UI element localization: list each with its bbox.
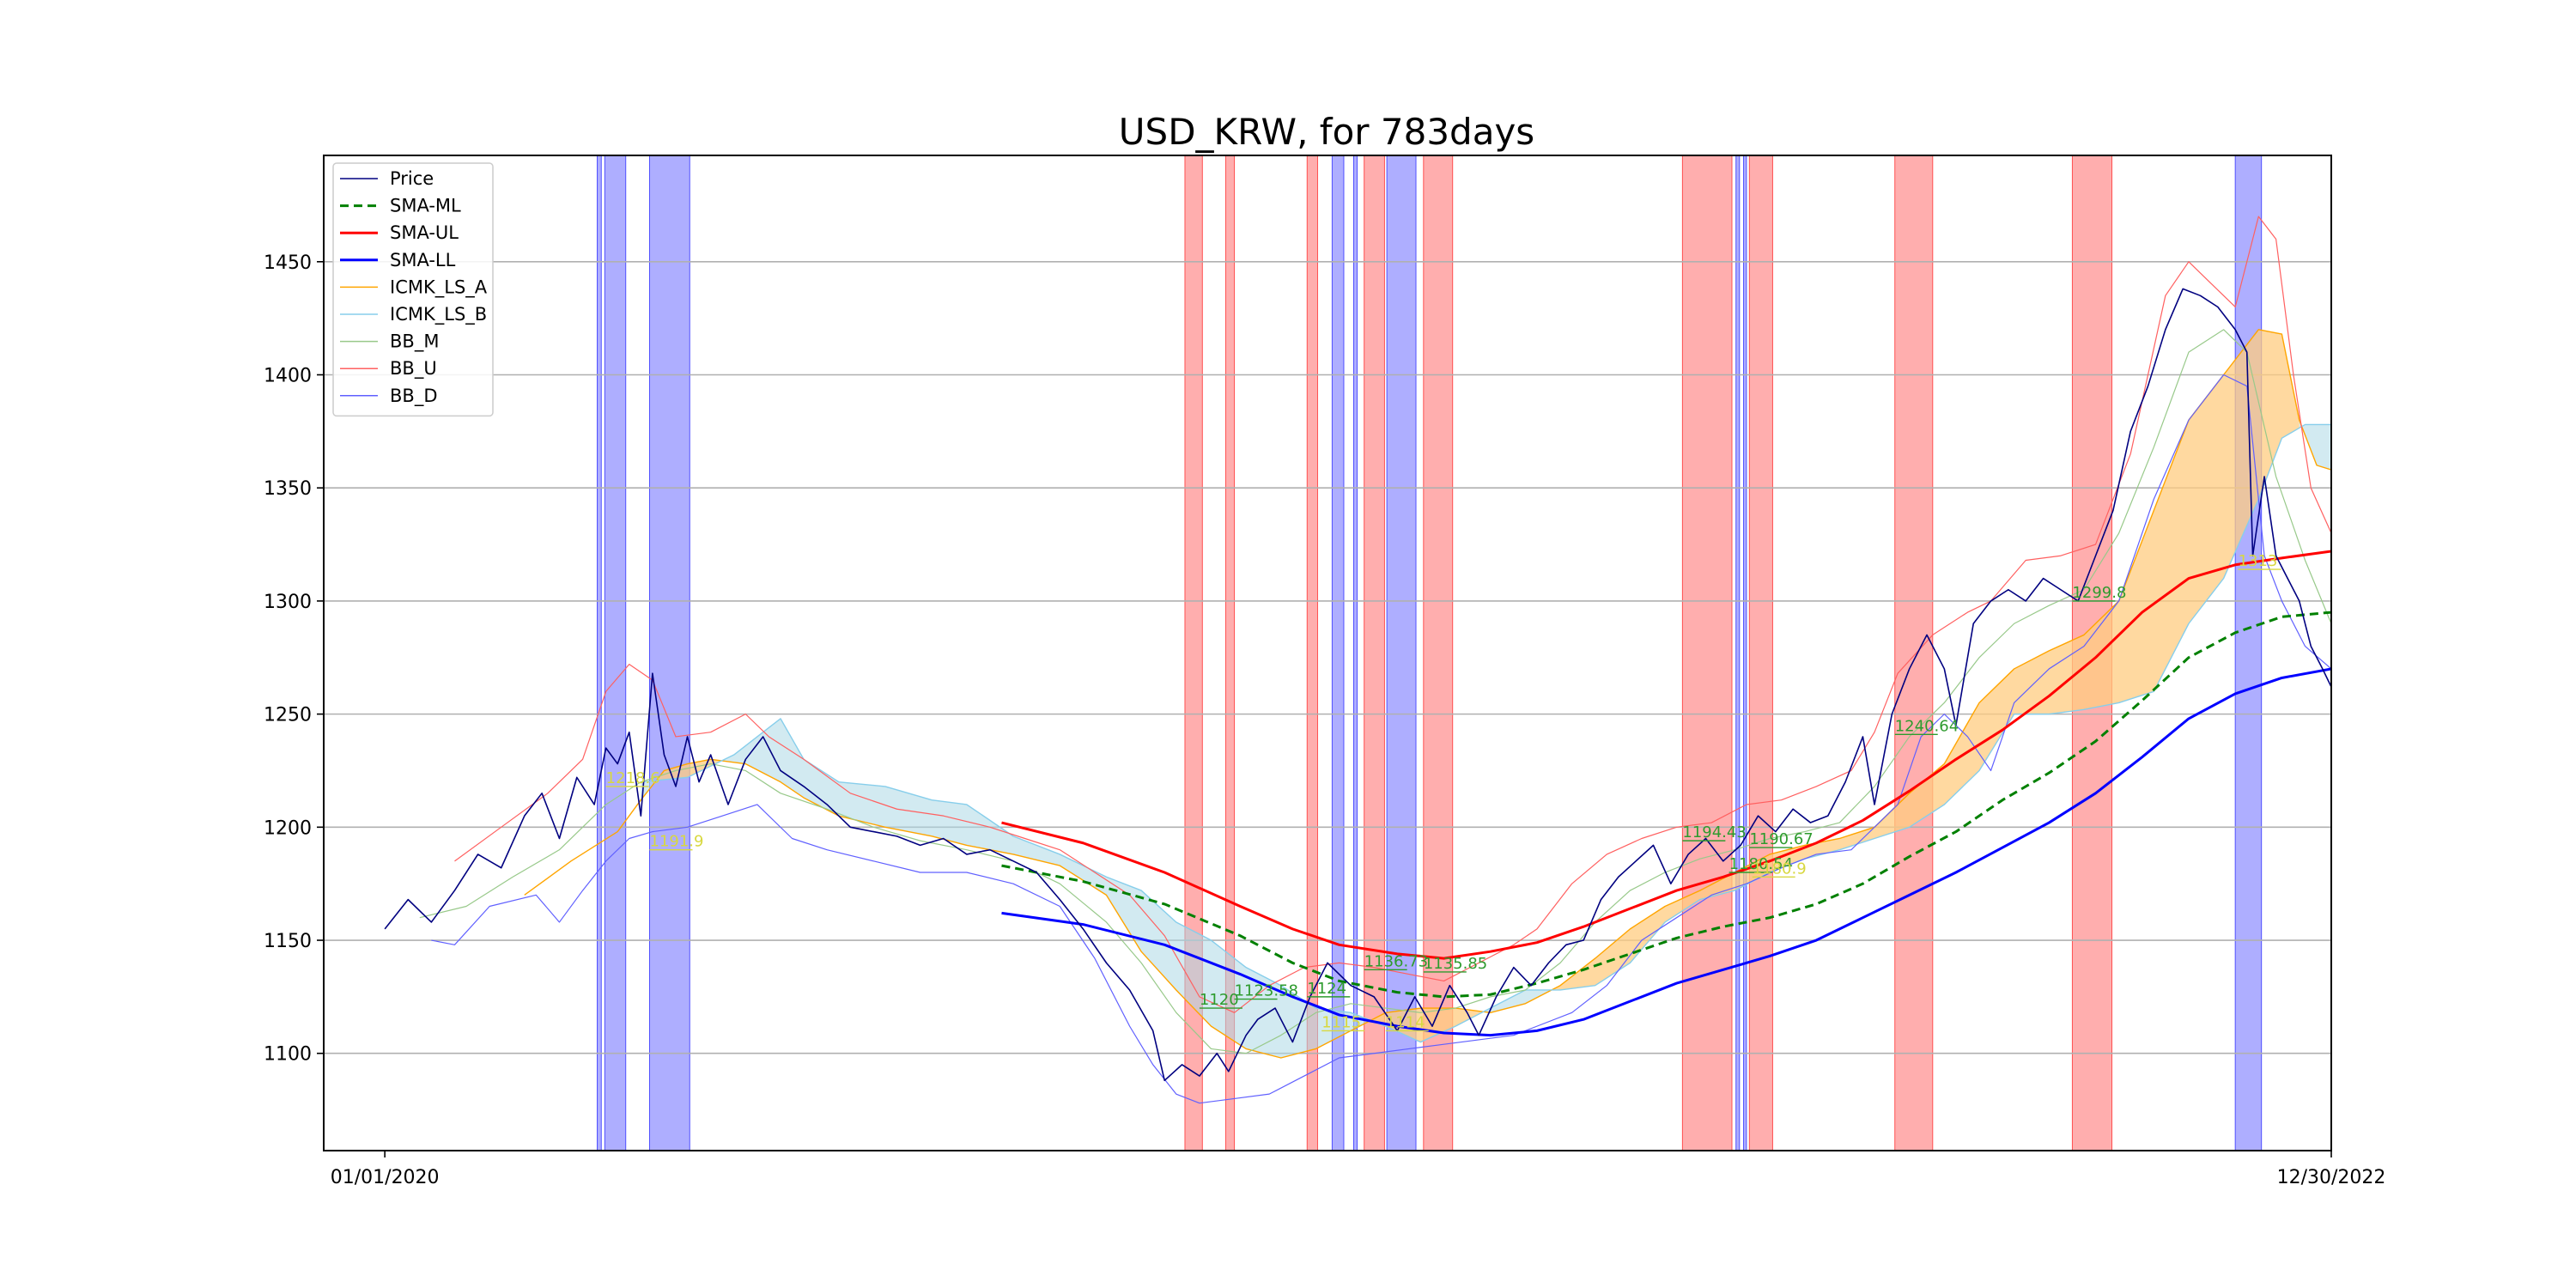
- buy-band-0: [597, 155, 602, 1151]
- cloud-fill-5: [1548, 329, 2300, 992]
- x-axis: 01/01/2020 12/30/2022: [331, 1151, 2386, 1188]
- buy-band-6: [1331, 155, 1345, 1151]
- buy-band-9: [1386, 155, 1417, 1151]
- y-tick-label: 1350: [264, 478, 312, 500]
- annotation-label: 1115: [1321, 1013, 1361, 1031]
- sell-band-15: [1894, 155, 1934, 1151]
- annotation-label: 1218.6: [606, 769, 660, 787]
- legend-label: Price: [390, 168, 434, 189]
- annotation-label: 1120: [1200, 991, 1239, 1009]
- buy-band-2: [649, 155, 690, 1151]
- annotation-label: 1191.9: [650, 833, 704, 851]
- buy-band-1: [604, 155, 627, 1151]
- series-bb-d: [431, 374, 2331, 1104]
- annotation-label: 1180.9: [1753, 860, 1807, 878]
- annotation-label: 1114: [1386, 1013, 1425, 1031]
- y-tick-label: 1100: [264, 1044, 312, 1066]
- series-icmk-ls-b: [641, 423, 2331, 1043]
- sell-band-14: [1748, 155, 1773, 1151]
- cloud-fill-6: [2299, 420, 2331, 471]
- annotation-label: 1194.43: [1682, 823, 1746, 841]
- annotation-label: 1135.85: [1424, 955, 1487, 973]
- series-price: [384, 288, 2331, 1082]
- legend-label: ICMK_LS_A: [390, 276, 488, 298]
- legend-label: ICMK_LS_B: [390, 304, 487, 325]
- buy-band-7: [1352, 155, 1358, 1151]
- x-tick-label: 12/30/2022: [2277, 1167, 2386, 1188]
- x-tick-label: 01/01/2020: [331, 1167, 440, 1188]
- annotation-label: 1190.67: [1749, 830, 1813, 848]
- legend-label: SMA-LL: [390, 250, 456, 270]
- annotation-label: 1240.64: [1895, 717, 1959, 735]
- legend-label: SMA-UL: [390, 222, 459, 243]
- annotation-label: 1180.54: [1729, 855, 1793, 873]
- y-tick-label: 1300: [264, 592, 312, 613]
- y-tick-label: 1200: [264, 817, 312, 839]
- legend-label: SMA-ML: [390, 196, 461, 216]
- sell-band-11: [1681, 155, 1733, 1151]
- y-tick-label: 1150: [264, 931, 312, 952]
- cloud-fill-3: [1368, 1008, 1482, 1042]
- buy-band-17: [2234, 155, 2263, 1151]
- chart-title: USD_KRW, for 783days: [1119, 111, 1534, 153]
- legend-box: [332, 162, 494, 417]
- plot-frame: [323, 155, 2332, 1151]
- legend: Price SMA-ML SMA-UL SMA-LL ICMK_LS_A ICMK_LS_…: [332, 162, 494, 417]
- series-bb-u: [454, 216, 2331, 1013]
- series-icmk-ls-a: [524, 329, 2331, 1059]
- annotation-label: 1124: [1307, 980, 1346, 998]
- annotation-label: 1136.73: [1364, 952, 1428, 970]
- series-layer: [384, 216, 2331, 1104]
- y-tick-label: 1450: [264, 252, 312, 274]
- series-sma-ul: [1001, 550, 2331, 960]
- annotation-label: 1123.58: [1235, 982, 1298, 1000]
- buy-band-12: [1735, 155, 1741, 1151]
- annotation-label: 1299.8: [2072, 584, 2126, 602]
- annotation-label: 1313: [2239, 552, 2278, 570]
- legend-label: BB_M: [390, 331, 439, 353]
- sell-band-10: [1423, 155, 1454, 1151]
- y-tick-label: 1400: [264, 366, 312, 387]
- y-tick-label: 1250: [264, 705, 312, 726]
- sell-band-8: [1364, 155, 1385, 1151]
- legend-label: BB_U: [390, 358, 437, 380]
- legend-label: BB_D: [390, 386, 437, 407]
- y-axis: 1100 1150 1200 1250 1300 1350 1400 1450: [264, 252, 324, 1066]
- series-sma-ml: [1001, 611, 2331, 999]
- buy-band-13: [1743, 155, 1747, 1151]
- cloud-fill-2: [719, 718, 1369, 1059]
- cloud-fill-4: [1481, 989, 1549, 1013]
- bands-layer: [597, 155, 2263, 1151]
- series-bb-m: [419, 329, 2331, 1054]
